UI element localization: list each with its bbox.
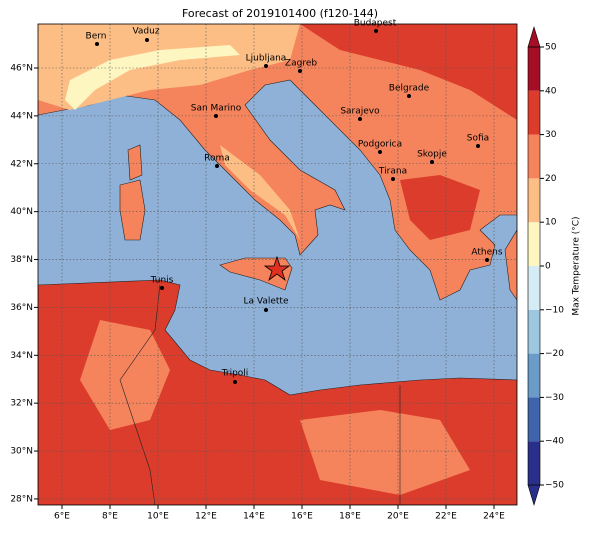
lon-tick-label: 16°E xyxy=(291,512,313,522)
city-label: Bern xyxy=(86,32,107,42)
lon-tick-label: 18°E xyxy=(339,512,361,522)
city-dot xyxy=(391,177,395,181)
city-dot xyxy=(374,29,378,33)
colorbar-extend xyxy=(527,484,541,507)
colorbar-label: Max Temperature (°C) xyxy=(572,216,582,315)
colorbar-tick-label: 0 xyxy=(545,262,551,272)
colorbar-segment xyxy=(528,397,540,442)
city-label: Podgorica xyxy=(358,140,402,150)
city-label: Sarajevo xyxy=(340,107,380,117)
lat-tick-label: 40°N xyxy=(10,207,33,217)
city-label: Budapest xyxy=(354,19,397,29)
city-dot xyxy=(264,308,268,312)
lon-tick-label: 10°E xyxy=(147,512,169,522)
city-label: Belgrade xyxy=(389,84,430,94)
city-label: Tunis xyxy=(150,276,174,286)
lon-tick-label: 14°E xyxy=(243,512,265,522)
colorbar-segment xyxy=(528,441,540,485)
city-dot xyxy=(264,64,268,68)
city-dot xyxy=(430,160,434,164)
lat-tick-label: 30°N xyxy=(10,447,33,457)
city-label: Zagreb xyxy=(285,59,317,69)
colorbar-tick-label: −10 xyxy=(545,305,564,315)
colorbar-tick-label: −40 xyxy=(545,437,564,447)
colorbar-segment xyxy=(528,90,540,135)
colorbar-segment xyxy=(528,266,540,310)
colorbar-tick-label: 20 xyxy=(545,174,557,184)
colorbar-tick-label: −50 xyxy=(545,481,564,491)
colorbar-extend xyxy=(527,25,541,48)
city-dot xyxy=(215,164,219,168)
city-label: Roma xyxy=(204,154,230,164)
city-dot xyxy=(95,42,99,46)
city-dot xyxy=(358,117,362,121)
city-dot xyxy=(485,258,489,262)
city-label: San Marino xyxy=(191,104,242,114)
title: Forecast of 2019101400 (f120-144) xyxy=(182,7,378,20)
lon-tick-label: 20°E xyxy=(387,512,409,522)
colorbar-tick-label: −30 xyxy=(545,393,564,403)
colorbar: −50 −40 −30 −20 −10 0 10 20 30 40 50 xyxy=(527,25,564,507)
colorbar-tick-label: 50 xyxy=(545,43,557,53)
colorbar-segment xyxy=(528,353,540,398)
lon-tick-label: 24°E xyxy=(483,512,505,522)
map xyxy=(38,24,517,505)
lat-tick-label: 34°N xyxy=(10,351,33,361)
city-dot xyxy=(378,150,382,154)
colorbar-tick-label: 30 xyxy=(545,130,557,140)
map-frame xyxy=(37,23,518,506)
city-label: Tripoli xyxy=(221,369,249,379)
colorbar-segment xyxy=(528,309,540,354)
lon-tick-label: 22°E xyxy=(435,512,457,522)
city-label: Skopje xyxy=(417,150,447,160)
lat-tick-label: 44°N xyxy=(10,111,33,121)
star-marker xyxy=(263,255,291,282)
city-label: Ljubljana xyxy=(246,54,287,64)
city-dot xyxy=(145,38,149,42)
colorbar-segment xyxy=(528,178,540,223)
city-label: Athens xyxy=(471,248,502,258)
lat-tick-label: 28°N xyxy=(10,494,33,504)
city-label: Tirana xyxy=(378,167,407,177)
city-dot xyxy=(233,380,237,384)
city-label: Vaduz xyxy=(132,27,159,37)
lat-tick-label: 38°N xyxy=(10,255,33,265)
city-dot xyxy=(214,114,218,118)
colorbar-segment xyxy=(528,222,540,266)
lat-tick-label: 32°N xyxy=(10,399,33,409)
lon-tick-label: 8°E xyxy=(102,512,118,522)
cities: Bern Vaduz Budapest Ljubljana Zagreb Bel… xyxy=(86,19,503,384)
city-dot xyxy=(298,69,302,73)
city-dot xyxy=(160,286,164,290)
city-label: Sofia xyxy=(467,134,489,144)
city-label: La Valette xyxy=(244,297,289,307)
lat-tick-label: 46°N xyxy=(10,64,33,74)
colorbar-segment xyxy=(528,47,540,91)
lat-tick-label: 36°N xyxy=(10,303,33,313)
lat-tick-label: 42°N xyxy=(10,159,33,169)
colorbar-tick-label: 40 xyxy=(545,86,557,96)
colorbar-tick-label: −20 xyxy=(545,349,564,359)
lon-tick-label: 12°E xyxy=(195,512,217,522)
lon-tick-label: 6°E xyxy=(54,512,70,522)
city-dot xyxy=(407,94,411,98)
colorbar-segment xyxy=(528,134,540,179)
colorbar-tick-label: 10 xyxy=(545,218,557,228)
city-dot xyxy=(476,144,480,148)
